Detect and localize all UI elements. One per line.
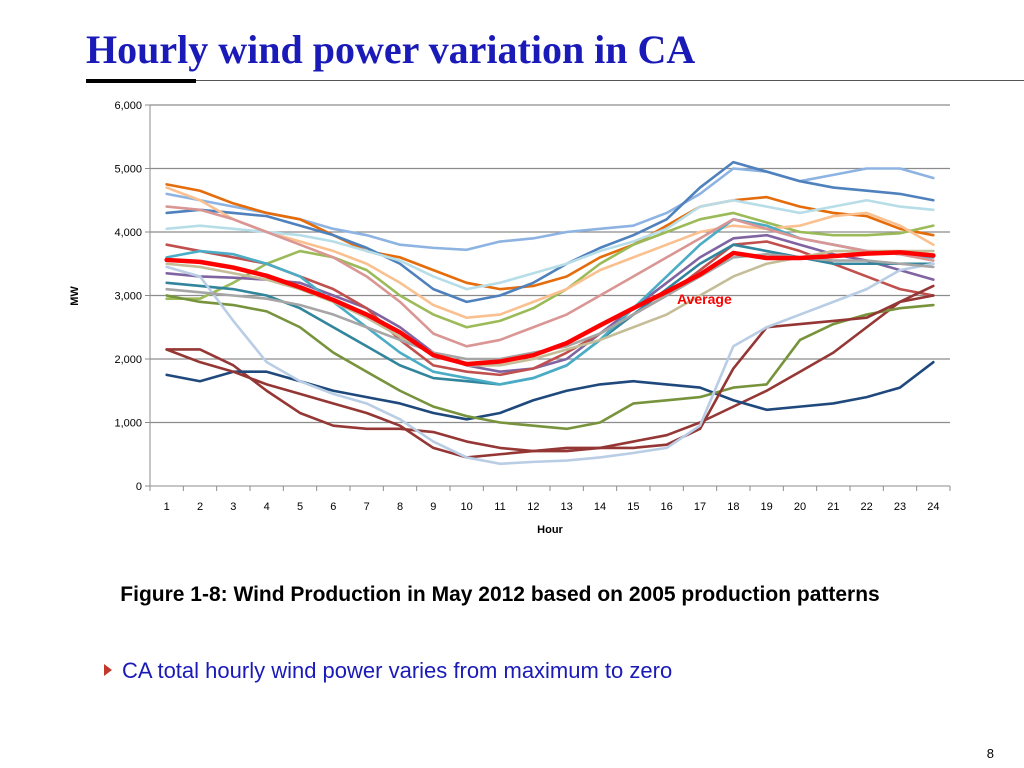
x-tick-label: 5 xyxy=(297,501,303,513)
bullet-arrow-icon xyxy=(104,664,112,676)
x-tick-label: 6 xyxy=(330,501,336,513)
series-line xyxy=(165,294,935,431)
x-axis-label: Hour xyxy=(537,524,563,536)
series-line xyxy=(165,262,935,466)
y-tick-label: 4,000 xyxy=(114,227,142,239)
x-tick-label: 13 xyxy=(561,501,573,513)
series-line xyxy=(165,160,935,304)
y-tick-label: 0 xyxy=(136,481,142,493)
series-line xyxy=(165,211,935,329)
axes xyxy=(145,104,951,491)
x-tick-label: 9 xyxy=(430,501,436,513)
x-tick-label: 17 xyxy=(694,501,706,513)
x-tick-label: 20 xyxy=(794,501,806,513)
x-tick-label: 15 xyxy=(627,501,639,513)
series-line xyxy=(165,360,935,421)
x-tick-label: 22 xyxy=(861,501,873,513)
series-line xyxy=(165,198,935,291)
x-tick-label: 2 xyxy=(197,501,203,513)
title-divider xyxy=(195,80,1024,81)
y-tick-label: 5,000 xyxy=(114,164,142,176)
series-line xyxy=(165,205,935,348)
x-tick-label: 4 xyxy=(264,501,270,513)
x-tick-label: 8 xyxy=(397,501,403,513)
y-tick-label: 2,000 xyxy=(114,354,142,366)
y-axis-label: MW xyxy=(69,286,81,306)
figure-caption: Figure 1-8: Wind Production in May 2012 … xyxy=(120,583,880,606)
series-line xyxy=(165,294,935,459)
x-tick-label: 16 xyxy=(661,501,673,513)
bullet-point: CA total hourly wind power varies from m… xyxy=(104,658,672,684)
title-accent-bar xyxy=(86,79,196,83)
series-line xyxy=(165,183,935,291)
series-line xyxy=(165,186,935,320)
page-number: 8 xyxy=(986,746,994,761)
x-tick-label: 1 xyxy=(164,501,170,513)
y-tick-label: 3,000 xyxy=(114,291,142,303)
x-tick-label: 7 xyxy=(364,501,370,513)
x-tick-label: 10 xyxy=(461,501,473,513)
series-lines xyxy=(164,160,936,466)
bullet-text: CA total hourly wind power varies from m… xyxy=(122,658,673,683)
x-tick-label: 3 xyxy=(230,501,236,513)
series-line xyxy=(165,284,935,453)
x-tick-label: 12 xyxy=(527,501,539,513)
average-annotation: Average xyxy=(677,291,732,307)
x-tick-label: 19 xyxy=(761,501,773,513)
y-tick-label: 6,000 xyxy=(114,100,142,112)
slide-title: Hourly wind power variation in CA xyxy=(86,27,696,72)
x-tick-label: 24 xyxy=(927,501,939,513)
x-tick-label: 18 xyxy=(727,501,739,513)
average-series-line xyxy=(164,250,936,367)
y-tick-label: 1,000 xyxy=(114,418,142,430)
x-tick-label: 23 xyxy=(894,501,906,513)
x-tick-label: 21 xyxy=(827,501,839,513)
x-tick-label: 14 xyxy=(594,501,606,513)
series-line xyxy=(165,233,935,374)
x-tick-label: 11 xyxy=(494,501,505,513)
